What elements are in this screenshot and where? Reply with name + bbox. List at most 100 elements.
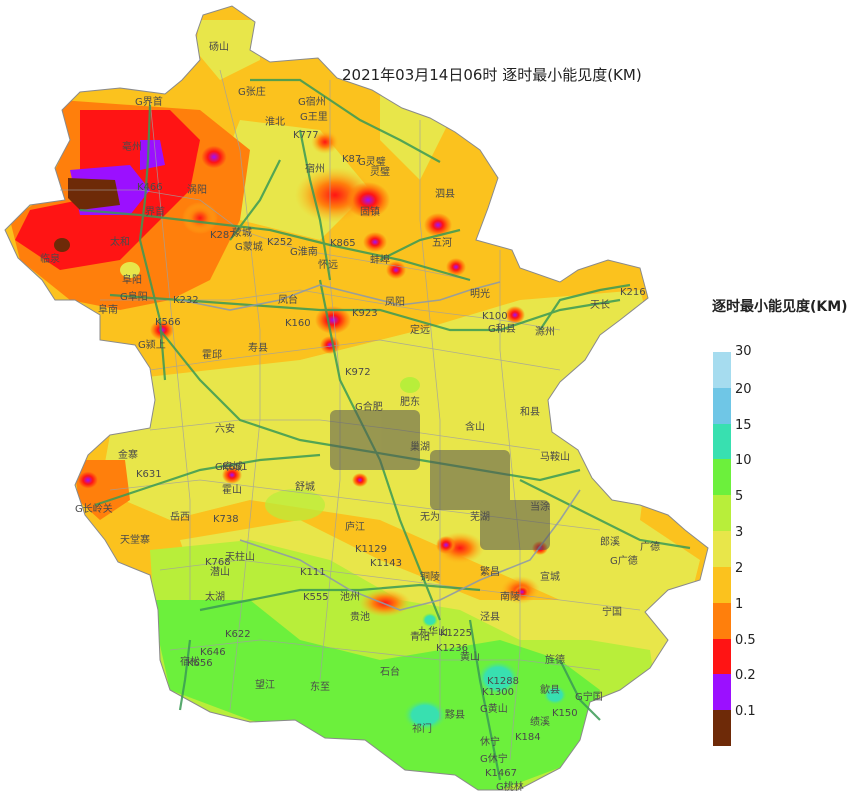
- place-label: 含山: [465, 420, 485, 433]
- place-label: K1288: [487, 676, 519, 687]
- legend-swatch: [713, 566, 731, 604]
- place-label: K100: [482, 311, 508, 322]
- place-label: 旌德: [545, 653, 565, 666]
- place-label: K216: [620, 287, 646, 298]
- place-label: K1129: [355, 544, 387, 555]
- legend-swatch: [713, 352, 731, 389]
- place-label: 黟县: [445, 709, 465, 721]
- place-label: G和县: [488, 323, 516, 335]
- place-label: K768: [205, 557, 231, 568]
- place-label: 六安: [215, 422, 235, 435]
- place-label: 东至: [310, 680, 330, 693]
- place-label: 繁昌: [480, 565, 500, 578]
- place-label: K1236: [436, 643, 468, 654]
- legend-swatch: [713, 674, 731, 711]
- legend-swatch: [713, 459, 731, 496]
- place-label: K184: [515, 732, 541, 743]
- place-label: 临泉: [40, 252, 60, 265]
- place-label: 霍邱: [202, 348, 222, 361]
- legend-label: 30: [735, 344, 752, 359]
- place-label: 霍山: [222, 484, 242, 496]
- place-label: 宁国: [602, 605, 622, 618]
- legend-label: 5: [735, 489, 744, 505]
- place-label: 亳州: [122, 140, 142, 153]
- place-label: 舒城: [295, 480, 315, 493]
- legend-swatch: [713, 638, 731, 675]
- place-label: G宁国: [575, 690, 603, 703]
- legend-swatch: [713, 602, 731, 640]
- place-label: 肥东: [400, 395, 420, 408]
- place-label: G王里: [300, 111, 328, 123]
- place-label: K865: [330, 238, 356, 249]
- legend-title: 逐时最小能见度(KM): [712, 299, 848, 315]
- place-label: 固镇: [360, 205, 380, 218]
- place-label: 阜南: [98, 303, 118, 316]
- place-label: G宿州: [298, 95, 326, 108]
- place-label: G长岭关: [75, 502, 113, 515]
- place-label: 石台: [380, 665, 400, 678]
- place-label: 青阳: [410, 630, 430, 643]
- place-label: G广德: [610, 554, 638, 567]
- place-label: 郎溪: [600, 535, 620, 548]
- legend-label: 1: [735, 596, 744, 612]
- place-label: K566: [155, 317, 181, 328]
- place-label: K691: [222, 462, 248, 473]
- place-label: 南陵: [500, 590, 520, 603]
- place-label: G颍上: [138, 338, 166, 351]
- place-label: 砀山: [209, 41, 229, 53]
- place-label: 芜湖: [470, 510, 490, 523]
- place-label: K232: [173, 295, 199, 306]
- place-label: K622: [225, 629, 251, 640]
- place-label: 金寨: [118, 448, 138, 461]
- legend-label: 3: [735, 525, 744, 541]
- place-label: 潜山: [210, 565, 230, 578]
- place-label: 滁州: [535, 325, 555, 338]
- place-label: 岳西: [170, 511, 190, 523]
- place-label: 绩溪: [530, 715, 550, 728]
- place-label: 池州: [340, 590, 360, 603]
- place-label: G界首: [135, 95, 163, 108]
- place-label: 歙县: [540, 683, 560, 696]
- place-label: G淮南: [290, 245, 318, 258]
- place-label: K646: [200, 647, 226, 658]
- place-label: G合肥: [355, 400, 383, 413]
- place-label: K466: [137, 182, 163, 193]
- place-label: K1143: [370, 558, 402, 569]
- place-label: G黄山: [480, 702, 508, 715]
- legend-swatch: [713, 495, 731, 532]
- place-label: 天长: [590, 299, 610, 311]
- place-label: 太湖: [205, 590, 225, 603]
- place-label: K87: [342, 154, 361, 165]
- place-label: 五河: [432, 237, 452, 249]
- place-label: 望江: [255, 678, 275, 691]
- legend-swatch: [713, 710, 731, 747]
- place-label: 无为: [420, 511, 440, 523]
- map-title: 2021年03月14日06时 逐时最小能见度(KM): [342, 66, 642, 84]
- place-label: 太和: [110, 235, 130, 248]
- place-label: K252: [267, 237, 293, 248]
- place-label: K777: [293, 130, 319, 141]
- place-label: 涡阳: [187, 184, 207, 196]
- highways: [79, 78, 691, 781]
- place-label: K738: [213, 514, 239, 525]
- place-label: 庐江: [345, 520, 365, 533]
- place-label: 宿松: [180, 655, 200, 668]
- place-label: K1300: [482, 687, 514, 698]
- place-label: 明光: [470, 287, 490, 300]
- place-label: K150: [552, 708, 578, 719]
- legend-colorbar: [713, 352, 731, 747]
- place-label: 宿州: [305, 162, 325, 175]
- place-label: K656: [187, 658, 213, 669]
- place-label: G张庄: [238, 85, 266, 98]
- place-label: K555: [303, 592, 329, 603]
- place-label: 阜阳: [122, 273, 142, 286]
- place-label: 定远: [410, 323, 430, 336]
- legend-label: 0.1: [735, 704, 756, 720]
- legend-swatch: [713, 531, 731, 568]
- place-label: K160: [285, 318, 311, 329]
- place-label: 泾县: [480, 610, 500, 623]
- legend-label: 2: [735, 560, 744, 576]
- place-label: 怀远: [318, 259, 338, 271]
- legend-swatch: [713, 423, 731, 460]
